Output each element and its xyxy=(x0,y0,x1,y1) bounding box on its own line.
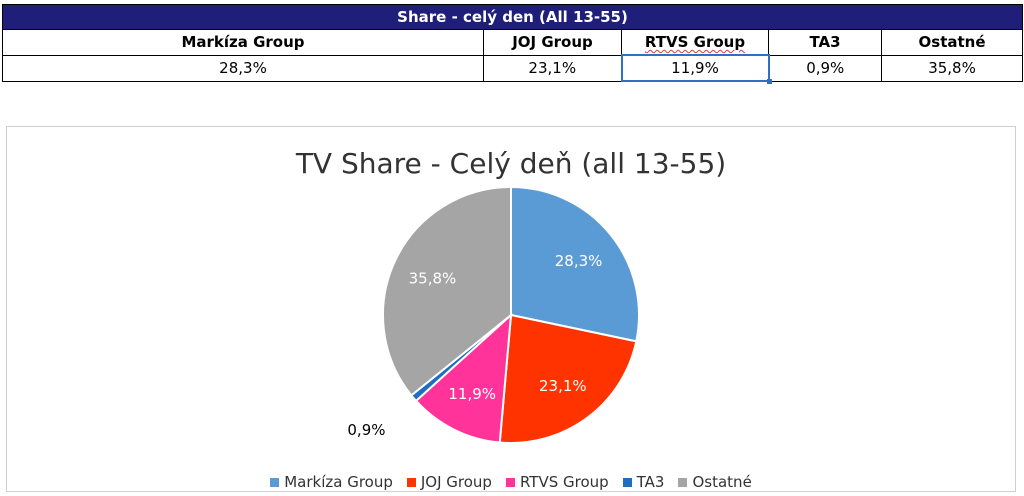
value-rtvs-selected-cell[interactable]: 11,9% xyxy=(620,54,772,84)
header-markiza[interactable]: Markíza Group xyxy=(2,29,484,56)
legend-label-markiza: Markíza Group xyxy=(284,473,393,491)
legend-label-rtvs: RTVS Group xyxy=(519,473,609,491)
pie-chart[interactable]: TV Share - Celý deň (all 13-55) 28,3% 23,… xyxy=(6,126,1016,492)
pie-slice-markiza[interactable] xyxy=(510,185,640,343)
legend-item-markiza[interactable]: Markíza Group xyxy=(270,473,393,491)
value-markiza[interactable]: 28,3% xyxy=(2,54,484,82)
legend-swatch-markiza xyxy=(270,477,280,487)
chart-title: TV Share - Celý deň (all 13-55) xyxy=(295,147,727,180)
legend-label-joj: JOJ Group xyxy=(420,473,492,491)
legend-item-ostatne[interactable]: Ostatné xyxy=(678,473,752,491)
legend-swatch-ta3 xyxy=(622,477,632,487)
legend-label-ta3: TA3 xyxy=(636,473,665,491)
legend-label-ostatne: Ostatné xyxy=(692,473,752,491)
chart-legend: Markíza Group JOJ Group RTVS Group TA3 Ostat… xyxy=(7,473,1015,491)
legend-item-rtvs[interactable]: RTVS Group xyxy=(505,473,609,491)
legend-item-joj[interactable]: JOJ Group xyxy=(406,473,492,491)
header-ta3[interactable]: TA3 xyxy=(768,29,882,56)
value-joj[interactable]: 23,1% xyxy=(483,54,622,82)
header-rtvs-label: RTVS Group xyxy=(644,33,746,51)
table-title[interactable]: Share - celý den (All 13-55) xyxy=(1,4,1024,30)
data-label-rtvs: 11,9% xyxy=(448,385,496,403)
value-ta3[interactable]: 0,9% xyxy=(768,54,882,82)
data-label-joj: 23,1% xyxy=(539,377,587,395)
pie-slice-ostatne[interactable] xyxy=(382,185,512,397)
legend-swatch-joj xyxy=(406,477,416,487)
data-label-ostatne: 35,8% xyxy=(409,269,457,287)
header-joj[interactable]: JOJ Group xyxy=(483,29,622,56)
data-label-ta3: 0,9% xyxy=(347,421,385,439)
legend-swatch-rtvs xyxy=(505,477,515,487)
pie-slice-joj[interactable] xyxy=(498,313,638,444)
pie-chart-plot: 28,3% 23,1% 11,9% 0,9% 35,8% xyxy=(347,185,640,444)
value-ostatne[interactable]: 35,8% xyxy=(880,54,1024,82)
value-rtvs: 11,9% xyxy=(671,59,719,77)
header-ostatne[interactable]: Ostatné xyxy=(880,29,1024,56)
header-rtvs[interactable]: RTVS Group xyxy=(621,29,769,56)
selection-fill-handle[interactable] xyxy=(766,79,772,84)
share-table: Share - celý den (All 13-55) Markíza Gro… xyxy=(1,4,1024,84)
legend-item-ta3[interactable]: TA3 xyxy=(622,473,665,491)
data-label-markiza: 28,3% xyxy=(555,252,603,270)
pie-slice-rtvs[interactable] xyxy=(414,312,513,444)
legend-swatch-ostatne xyxy=(678,477,688,487)
